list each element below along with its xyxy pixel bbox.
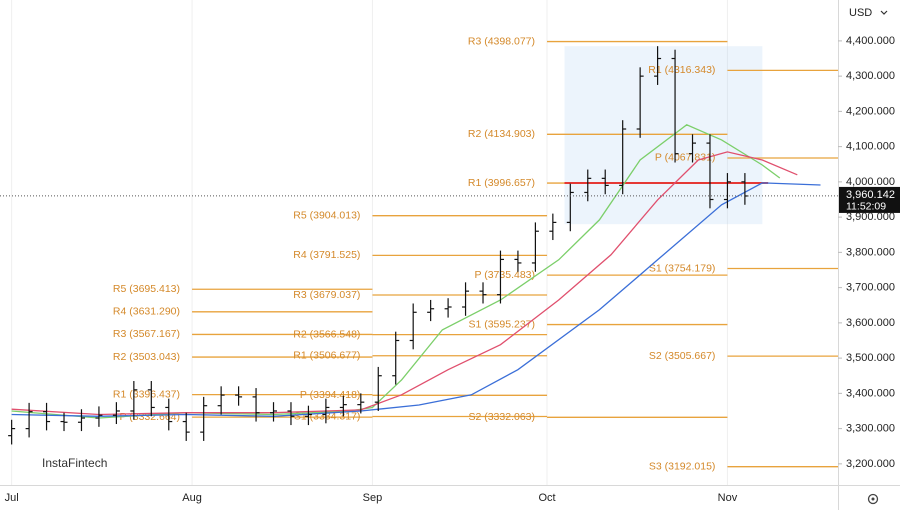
- pivot-label: S1 (3754.179): [649, 262, 716, 274]
- ohlc-bar: [112, 402, 120, 425]
- ohlc-bar: [25, 402, 33, 438]
- y-tick-label: 3,700.000: [846, 282, 895, 294]
- y-tick-label: 3,900.000: [846, 211, 895, 223]
- ohlc-bar: [392, 331, 400, 385]
- ohlc-bar: [601, 169, 609, 195]
- ohlc-bar: [444, 298, 452, 318]
- ohlc-bar: [427, 299, 435, 322]
- ohlc-bar: [8, 419, 16, 445]
- x-tick-label: Oct: [538, 492, 555, 504]
- ohlc-bar: [60, 412, 68, 432]
- ohlc-bar: [496, 250, 504, 304]
- ohlc-bar: [357, 393, 365, 414]
- pivot-label: R1 (3396.437): [113, 388, 180, 400]
- pivot-label: R4 (3631.290): [113, 306, 180, 318]
- ohlc-bar: [566, 183, 574, 232]
- ohlc-bar: [409, 303, 417, 350]
- ohlc-bar: [322, 398, 330, 424]
- ohlc-bar: [165, 398, 173, 431]
- y-tick-label: 3,200.000: [846, 458, 895, 470]
- y-tick-label: 4,000.000: [846, 176, 895, 188]
- y-tick-label: 3,300.000: [846, 423, 895, 435]
- ohlc-bar: [636, 67, 644, 138]
- ohlc-bar: [374, 366, 382, 411]
- ohlc-bar: [654, 46, 662, 85]
- last-price-label: 3,960.142: [846, 189, 895, 201]
- pivot-label: R3 (3567.167): [113, 328, 180, 340]
- countdown: 11:52:09: [846, 201, 886, 213]
- ohlc-bar: [252, 388, 260, 422]
- pivot-label: P (4067.831): [655, 152, 716, 164]
- y-tick-label: 3,600.000: [846, 317, 895, 329]
- ohlc-bar: [77, 409, 85, 432]
- ohlc-bar: [217, 386, 225, 415]
- ohlc-bar: [462, 282, 470, 316]
- pivot-label: P (3735.483): [474, 269, 535, 281]
- ohlc-bar: [531, 222, 539, 272]
- x-tick-label: Nov: [718, 492, 738, 504]
- currency-dropdown[interactable]: [843, 3, 897, 23]
- pivot-label: R2 (4134.903): [468, 128, 535, 140]
- last-price-box: [839, 186, 900, 213]
- ohlc-bar: [584, 169, 592, 202]
- watermark: InstaFintech: [42, 456, 107, 470]
- pivot-label: R1 (3506.677): [293, 350, 360, 362]
- ohlc-bar: [182, 412, 190, 441]
- ohlc-bar: [479, 282, 487, 304]
- pivot-label: R3 (4398.077): [468, 35, 535, 47]
- plot-area: R5 (3695.413) R4 (3631.290) R3 (3567.167) R…: [8, 0, 838, 485]
- moving-average: [11, 151, 798, 416]
- ohlc-bar: [287, 402, 295, 426]
- y-tick-label: 3,800.000: [846, 246, 895, 258]
- pivot-label: S2 (3332.063): [468, 411, 535, 423]
- x-tick-label: Jul: [5, 492, 19, 504]
- ohlc-bar: [549, 213, 557, 241]
- pivot-label: R5 (3904.013): [293, 209, 360, 221]
- y-tick-label: 4,200.000: [846, 105, 895, 117]
- y-tick-label: 4,100.000: [846, 141, 895, 153]
- ohlc-bar: [130, 381, 138, 420]
- pivot-label: R5 (3695.413): [113, 283, 180, 295]
- ohlc-bar: [235, 386, 243, 406]
- ohlc-bar: [723, 173, 731, 209]
- y-tick-label: 3,400.000: [846, 387, 895, 399]
- ohlc-bar: [671, 49, 679, 163]
- pivot-label: R2 (3503.043): [113, 351, 180, 363]
- settings-button[interactable]: [867, 493, 879, 505]
- ohlc-bar: [514, 250, 522, 272]
- ohlc-bar: [43, 402, 51, 431]
- pivot-label: R3 (3679.037): [293, 289, 360, 301]
- ohlc-bar: [689, 134, 697, 163]
- currency: USD: [849, 7, 872, 19]
- dropdown-arrow: [880, 10, 888, 15]
- y-tick-label: 4,300.000: [846, 70, 895, 82]
- pivot-label: S1 (3595.237): [468, 318, 535, 330]
- pivot-label: P (3394.418): [300, 389, 361, 401]
- ohlc-bar: [339, 395, 347, 417]
- pivot-label: R1 (3996.657): [468, 177, 535, 189]
- y-tick-label: 4,400.000: [846, 35, 895, 47]
- ohlc-bar: [200, 396, 208, 441]
- ohlc-bar: [304, 405, 312, 426]
- pivot-label: R4 (3791.525): [293, 249, 360, 261]
- moving-average: [11, 124, 781, 419]
- pivot-label: S2 (3505.667): [649, 350, 716, 362]
- x-tick-label: Aug: [182, 492, 202, 504]
- ohlc-bar: [706, 134, 714, 209]
- y-tick-label: 3,500.000: [846, 352, 895, 364]
- ohlc-bar: [95, 406, 103, 427]
- ohlc-bar: [619, 120, 627, 195]
- pivot-label: S3 (3192.015): [649, 460, 716, 472]
- pivot-label: R1 (4316.343): [648, 64, 715, 76]
- pivot-label: R2 (3566.548): [293, 328, 360, 340]
- ohlc-bar: [270, 402, 278, 422]
- x-tick-label: Sep: [363, 492, 383, 504]
- ohlc-bar: [147, 381, 155, 417]
